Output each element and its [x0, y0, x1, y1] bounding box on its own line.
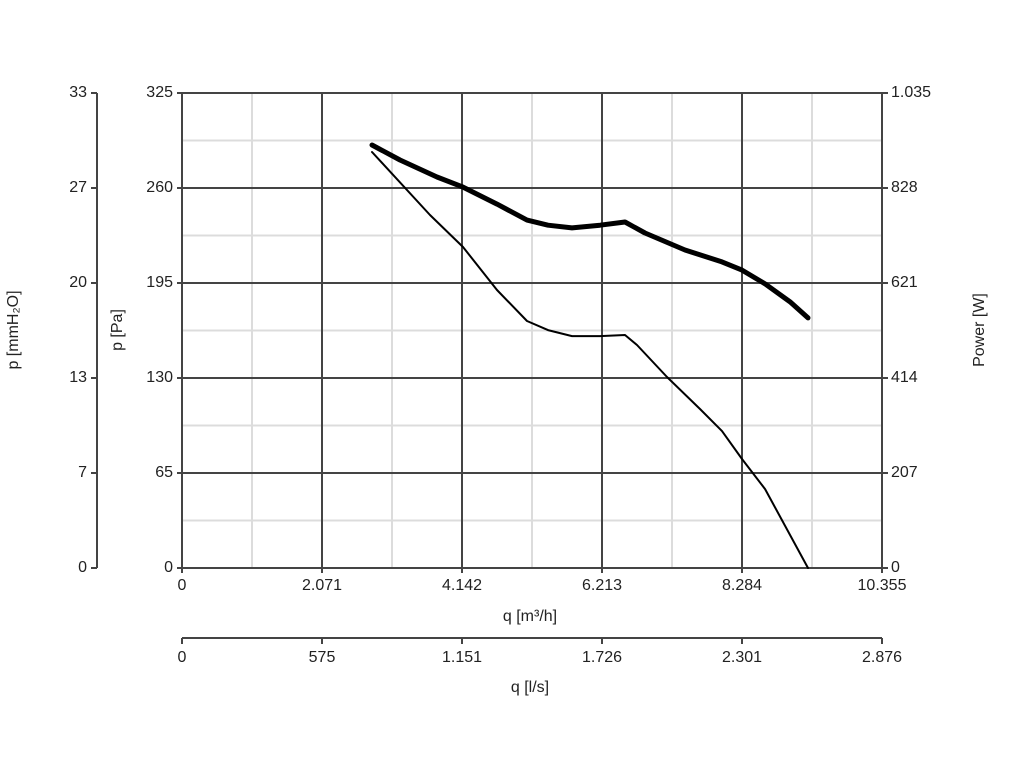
y3-tick-label: 7 [78, 464, 87, 481]
x-tick-label: 8.284 [722, 577, 762, 594]
y3-tick-label: 13 [69, 369, 87, 386]
x-tick-label: 6.213 [582, 577, 622, 594]
x2-tick-label: 2.876 [862, 649, 902, 666]
y2-tick-label: 621 [891, 274, 918, 291]
x2-tick-label: 1.726 [582, 649, 622, 666]
y-tick-label: 195 [146, 274, 173, 291]
x-tick-label: 2.071 [302, 577, 342, 594]
x-tick-label: 10.355 [858, 577, 907, 594]
x2-tick-label: 1.151 [442, 649, 482, 666]
y2-tick-label: 207 [891, 464, 918, 481]
y-tick-label: 130 [146, 369, 173, 386]
x-axis-title: q [m³/h] [503, 608, 557, 625]
y-axis-title: p [Pa] [109, 309, 126, 351]
x2-tick-label: 575 [309, 649, 336, 666]
x2-tick-label: 0 [178, 649, 187, 666]
y3-axis-title: p [mmH₂O] [5, 290, 22, 369]
y-tick-label: 260 [146, 179, 173, 196]
x2-tick-label: 2.301 [722, 649, 762, 666]
y3-tick-label: 33 [69, 84, 87, 101]
y2-tick-label: 0 [891, 559, 900, 576]
x2-axis-title: q [l/s] [511, 679, 549, 696]
plot-frame [181, 92, 883, 569]
series-line [371, 151, 809, 569]
x-tick-label: 4.142 [442, 577, 482, 594]
y3-tick-label: 27 [69, 179, 87, 196]
y3-tick-label: 20 [69, 274, 87, 291]
y-tick-label: 325 [146, 84, 173, 101]
series-line [369, 142, 811, 321]
y2-axis-title: Power [W] [971, 293, 988, 367]
y-tick-label: 0 [164, 559, 173, 576]
y2-tick-label: 1.035 [891, 84, 931, 101]
y2-tick-label: 828 [891, 179, 918, 196]
x-tick-label: 0 [178, 577, 187, 594]
y3-tick-label: 0 [78, 559, 87, 576]
y2-tick-label: 414 [891, 369, 918, 386]
y-tick-label: 65 [155, 464, 173, 481]
